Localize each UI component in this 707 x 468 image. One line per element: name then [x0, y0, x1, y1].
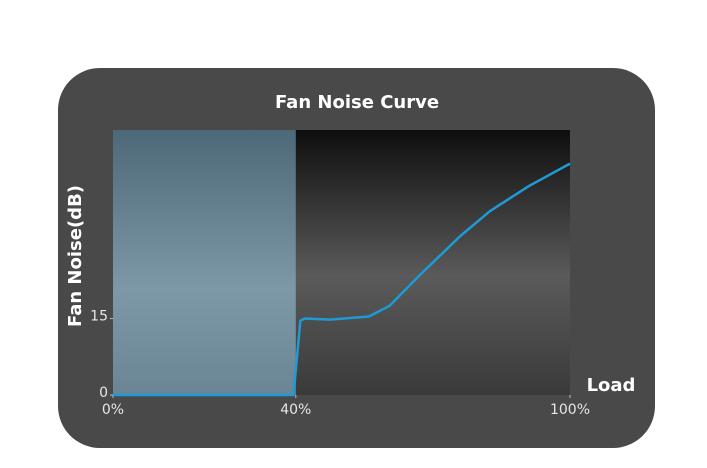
x-tick-label: 40% — [280, 402, 311, 418]
y-tick-label: 0 — [99, 385, 108, 401]
series-line — [113, 162, 571, 397]
plot-layer: 0 15 0% 40% 100% — [90, 130, 590, 418]
shaded-region — [113, 130, 296, 395]
chart-title: Fan Noise Curve — [275, 92, 439, 113]
x-axis-label: Load — [587, 375, 636, 396]
x-tick-label: 100% — [550, 402, 590, 418]
y-tick-label: 15 — [90, 309, 108, 325]
y-axis-label: Fan Noise(dB) — [65, 185, 86, 327]
x-tick-label: 0% — [102, 402, 124, 418]
